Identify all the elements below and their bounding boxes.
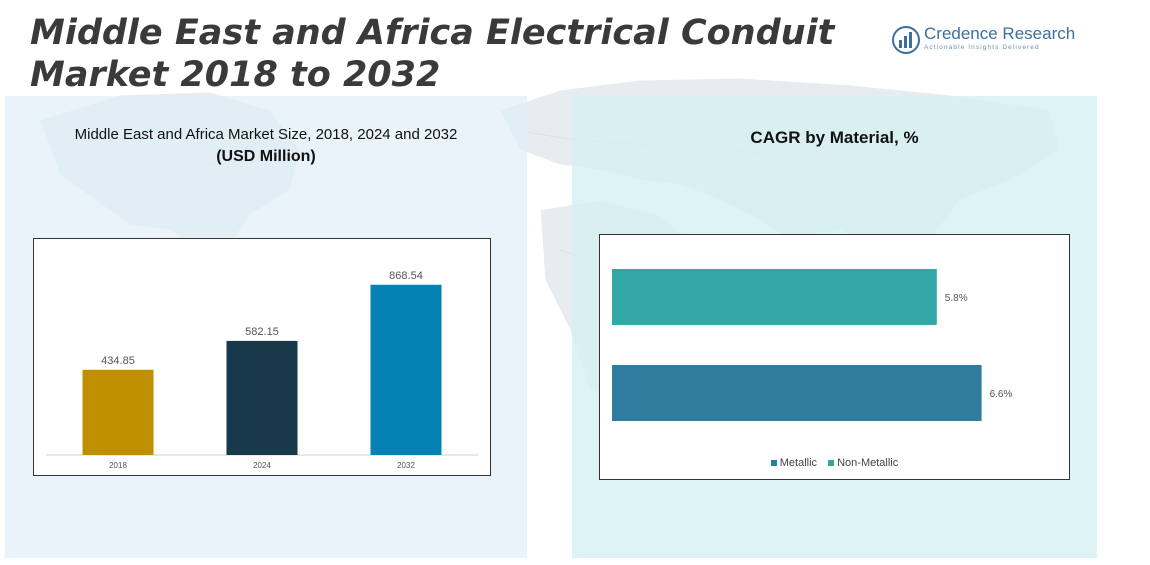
page-title: Middle East and Africa Electrical Condui… [30,13,835,95]
legend-item-non-metallic: Non-Metallic [828,457,898,469]
cagr-horizontal-bar-chart: 6.6% 5.8% Metallic Non-Metallic [599,234,1070,480]
bar-metallic [612,365,982,421]
legend-label-non-metallic: Non-Metallic [837,457,899,470]
x-tick-label-2032: 2032 [397,461,415,470]
legend-swatch-non-metallic [828,460,835,467]
market-size-chart-title: Middle East and Africa Market Size, 2018… [74,126,458,143]
legend-label-metallic: Metallic [779,457,818,470]
market-size-bar-chart-svg: 434.85 2018 582.15 2024 868.54 2032 [46,270,478,470]
bar-non-metallic [612,269,937,325]
logo-name: Credence Research [924,24,1076,43]
cagr-legend: Metallic Non-Metallic [600,457,1069,469]
bar-value-label-2018: 434.85 [101,355,135,367]
x-tick-label-2024: 2024 [253,461,271,470]
bar-2018 [82,369,154,455]
bar-2032 [370,284,442,455]
bar-chart-logo-icon [892,26,920,54]
x-tick-label-2018: 2018 [109,461,127,470]
bar-value-label-non-metallic: 5.8% [945,293,968,304]
legend-item-metallic: Metallic [770,457,818,470]
bar-value-label-2032: 868.54 [389,270,423,282]
bar-value-label-metallic: 6.6% [990,389,1013,400]
bar-2024 [226,340,298,455]
market-size-chart-unit: (USD Million) [216,148,316,165]
logo-tagline: Actionable Insights Delivered [924,44,1040,51]
market-size-bar-chart: 434.85 2018 582.15 2024 868.54 2032 [33,238,491,476]
bar-value-label-2024: 582.15 [245,326,279,338]
credence-research-logo: Credence Research Actionable Insights De… [892,24,1092,58]
cagr-bar-chart-svg: 6.6% 5.8% [612,269,1013,421]
cagr-chart-title: CAGR by Material, % [750,128,919,147]
legend-swatch-metallic [770,460,777,467]
